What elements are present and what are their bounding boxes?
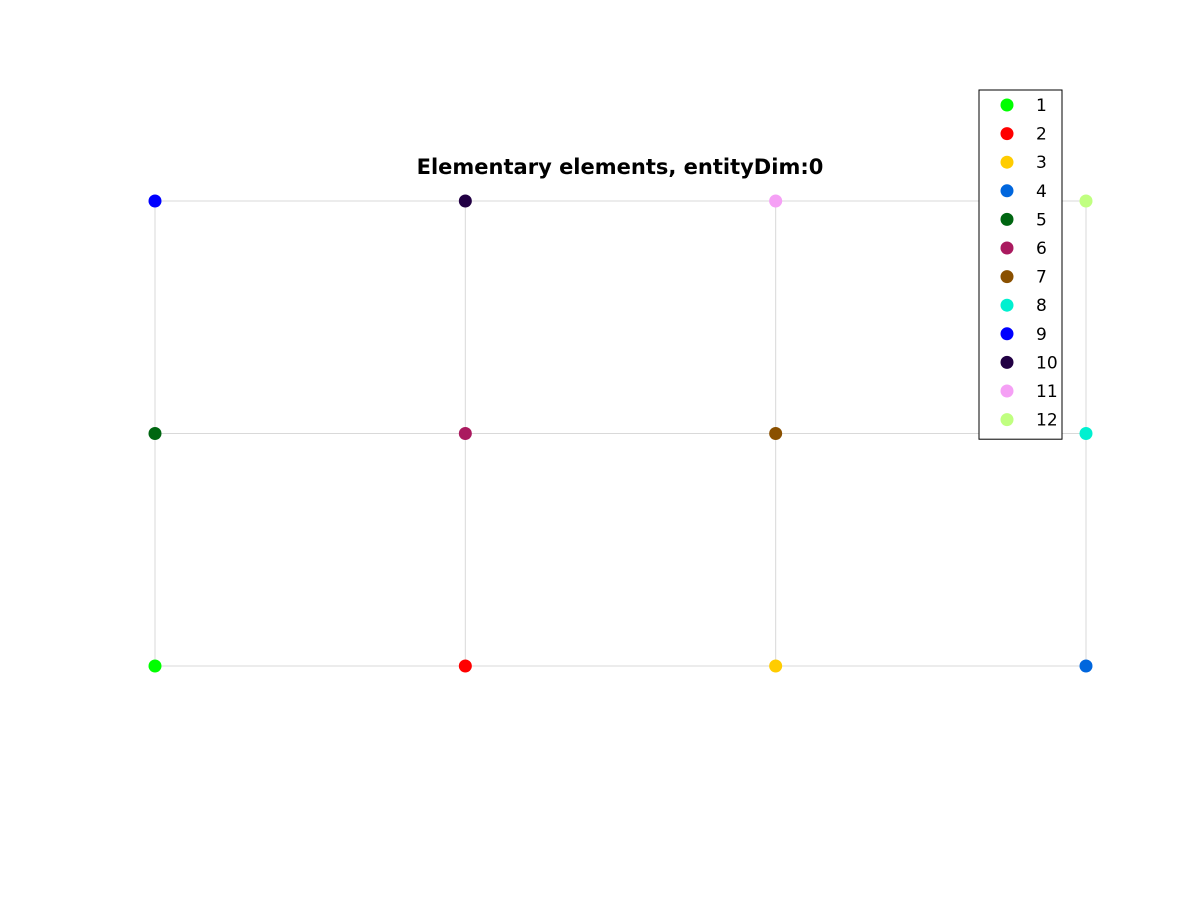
legend-label: 6: [1036, 239, 1047, 259]
legend-box: [978, 89, 1063, 440]
point: [458, 194, 472, 208]
point: [769, 194, 783, 208]
legend-label: 4: [1036, 182, 1047, 202]
legend-label: 10: [1036, 353, 1058, 373]
legend-label: 7: [1036, 268, 1047, 288]
legend-label: 1: [1036, 96, 1047, 116]
legend-marker: [1000, 298, 1014, 312]
point: [769, 659, 783, 673]
chart-title: Elementary elements, entityDim:0: [417, 155, 824, 179]
point: [148, 659, 162, 673]
legend-marker: [1000, 413, 1014, 427]
point: [458, 659, 472, 673]
point: [458, 427, 472, 440]
legend-marker: [1000, 270, 1014, 284]
legend-label: 9: [1036, 325, 1047, 345]
legend-marker: [1000, 355, 1014, 369]
point: [148, 194, 162, 208]
legend-marker: [1000, 184, 1014, 198]
legend-label: 11: [1036, 382, 1058, 402]
legend-marker: [1000, 327, 1014, 341]
legend-label: 12: [1036, 411, 1058, 431]
legend-marker: [1000, 212, 1014, 226]
point: [148, 427, 162, 440]
point: [769, 427, 783, 440]
point: [1079, 194, 1093, 208]
point: [1079, 659, 1093, 673]
legend-label: 3: [1036, 153, 1047, 173]
points: [148, 194, 1093, 673]
legend-marker: [1000, 384, 1014, 398]
point: [1079, 427, 1093, 440]
legend-label: 2: [1036, 125, 1047, 145]
legend-label: 5: [1036, 210, 1047, 230]
legend-marker: [1000, 155, 1014, 169]
legend-marker: [1000, 241, 1014, 255]
legend-marker: [1000, 98, 1014, 112]
legend-marker: [1000, 127, 1014, 141]
legend-label: 8: [1036, 296, 1047, 316]
